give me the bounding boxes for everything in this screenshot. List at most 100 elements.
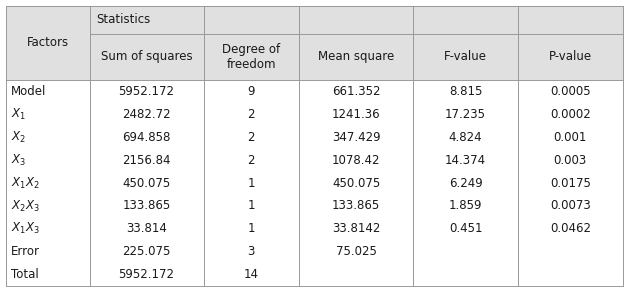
Bar: [6, 217, 89, 240]
Text: $X_2$: $X_2$: [11, 130, 26, 145]
Text: 133.865: 133.865: [332, 199, 381, 212]
Bar: [6, 6, 89, 34]
Text: 5952.172: 5952.172: [118, 268, 174, 281]
Bar: [89, 149, 204, 172]
Text: 0.0073: 0.0073: [550, 199, 591, 212]
Bar: [413, 240, 518, 263]
Text: 0.001: 0.001: [554, 131, 587, 144]
Text: 17.235: 17.235: [445, 108, 486, 121]
Bar: [6, 34, 89, 80]
Text: 2156.84: 2156.84: [122, 154, 171, 167]
Bar: [204, 240, 299, 263]
Text: 0.0005: 0.0005: [550, 85, 591, 98]
Text: 1: 1: [248, 222, 255, 235]
Text: Model: Model: [11, 85, 47, 98]
Bar: [204, 149, 299, 172]
Bar: [299, 194, 413, 217]
Bar: [204, 34, 299, 80]
Bar: [89, 263, 204, 286]
Text: 1: 1: [248, 199, 255, 212]
Bar: [299, 126, 413, 149]
Text: Factors: Factors: [27, 36, 69, 49]
Bar: [89, 194, 204, 217]
Bar: [299, 263, 413, 286]
Bar: [413, 34, 518, 80]
Bar: [299, 6, 413, 34]
Bar: [6, 263, 89, 286]
Bar: [204, 172, 299, 194]
Bar: [413, 6, 518, 34]
Bar: [204, 217, 299, 240]
Text: $X_2X_3$: $X_2X_3$: [11, 199, 40, 214]
Text: Error: Error: [11, 245, 40, 258]
Text: 14: 14: [244, 268, 259, 281]
Text: 33.8142: 33.8142: [332, 222, 381, 235]
Bar: [518, 34, 623, 80]
Bar: [6, 172, 89, 194]
Text: 1078.42: 1078.42: [332, 154, 381, 167]
Bar: [6, 149, 89, 172]
Bar: [518, 172, 623, 194]
Text: 2482.72: 2482.72: [122, 108, 171, 121]
Text: P-value: P-value: [548, 51, 592, 64]
Bar: [413, 194, 518, 217]
Text: 0.0462: 0.0462: [550, 222, 591, 235]
Text: 2: 2: [248, 131, 255, 144]
Text: 694.858: 694.858: [122, 131, 170, 144]
Text: $X_1$: $X_1$: [11, 107, 26, 122]
Bar: [89, 240, 204, 263]
Text: Total: Total: [11, 268, 39, 281]
Text: 661.352: 661.352: [332, 85, 381, 98]
Text: $X_1X_2$: $X_1X_2$: [11, 175, 40, 191]
Text: $X_3$: $X_3$: [11, 153, 26, 168]
Bar: [413, 80, 518, 103]
Text: 2: 2: [248, 108, 255, 121]
Bar: [518, 6, 623, 34]
Bar: [518, 263, 623, 286]
Text: 33.814: 33.814: [126, 222, 167, 235]
Bar: [204, 80, 299, 103]
Bar: [413, 263, 518, 286]
Bar: [204, 263, 299, 286]
Text: 133.865: 133.865: [123, 199, 170, 212]
Bar: [89, 34, 204, 80]
Bar: [6, 126, 89, 149]
Bar: [6, 194, 89, 217]
Bar: [299, 34, 413, 80]
Text: 1.859: 1.859: [448, 199, 482, 212]
Bar: [6, 240, 89, 263]
Bar: [518, 126, 623, 149]
Bar: [6, 80, 89, 103]
Bar: [299, 217, 413, 240]
Bar: [204, 194, 299, 217]
Text: 0.0175: 0.0175: [550, 177, 591, 190]
Bar: [518, 103, 623, 126]
Text: 8.815: 8.815: [449, 85, 482, 98]
Bar: [89, 80, 204, 103]
Text: 0.0002: 0.0002: [550, 108, 591, 121]
Text: 2: 2: [248, 154, 255, 167]
Text: 1: 1: [248, 177, 255, 190]
Text: 14.374: 14.374: [445, 154, 486, 167]
Text: 347.429: 347.429: [331, 131, 381, 144]
Text: Degree of
freedom: Degree of freedom: [222, 43, 281, 71]
Text: 1241.36: 1241.36: [331, 108, 381, 121]
Bar: [6, 103, 89, 126]
Text: 75.025: 75.025: [336, 245, 377, 258]
Text: 9: 9: [248, 85, 255, 98]
Bar: [89, 103, 204, 126]
Bar: [518, 217, 623, 240]
Text: 4.824: 4.824: [448, 131, 482, 144]
Text: 5952.172: 5952.172: [118, 85, 174, 98]
Bar: [204, 6, 299, 34]
Bar: [413, 172, 518, 194]
Bar: [204, 103, 299, 126]
Bar: [299, 80, 413, 103]
Bar: [89, 126, 204, 149]
Bar: [518, 80, 623, 103]
Text: Mean square: Mean square: [318, 51, 394, 64]
Bar: [518, 149, 623, 172]
Text: F-value: F-value: [444, 51, 487, 64]
Text: 225.075: 225.075: [122, 245, 170, 258]
Bar: [413, 103, 518, 126]
